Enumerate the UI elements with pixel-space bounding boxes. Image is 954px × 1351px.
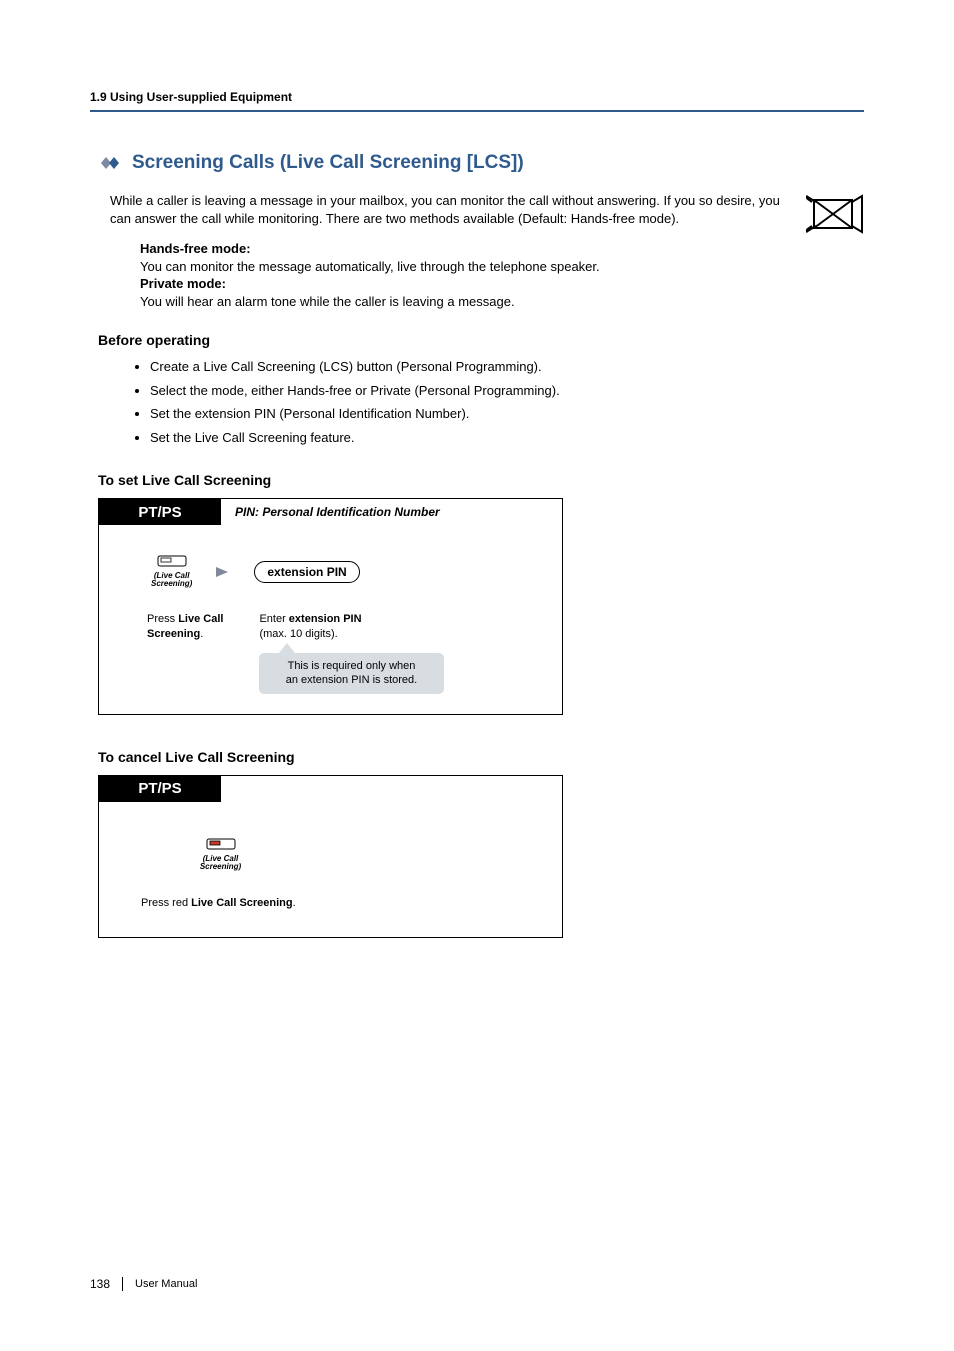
list-item: Create a Live Call Screening (LCS) butto… xyxy=(150,358,864,376)
intro-paragraph: While a caller is leaving a message in y… xyxy=(110,192,794,227)
hands-free-body: You can monitor the message automaticall… xyxy=(140,258,864,276)
before-list: Create a Live Call Screening (LCS) butto… xyxy=(150,358,864,446)
cancel-instruction: Press red Live Call Screening. xyxy=(141,897,552,909)
footer-label: User Manual xyxy=(135,1278,197,1290)
list-item: Set the extension PIN (Personal Identifi… xyxy=(150,405,864,423)
arrow-right-icon xyxy=(214,565,232,579)
voicemail-screening-icon xyxy=(806,192,864,236)
page-footer: 138 User Manual xyxy=(90,1277,197,1291)
hands-free-title: Hands-free mode: xyxy=(140,240,864,258)
set-flow-box: PT/PS PIN: Personal Identification Numbe… xyxy=(98,498,563,714)
list-item: Set the Live Call Screening feature. xyxy=(150,429,864,447)
pin-definition: PIN: Personal Identification Number xyxy=(221,499,562,525)
ptps-tab: PT/PS xyxy=(99,776,221,802)
before-heading: Before operating xyxy=(98,332,864,348)
step-enter-pin: Enter extension PIN(max. 10 digits). xyxy=(259,612,361,641)
page-title: Screening Calls (Live Call Screening [LC… xyxy=(132,152,524,174)
extension-pin-pill: extension PIN xyxy=(254,561,359,583)
section-header: 1.9 Using User-supplied Equipment xyxy=(90,90,864,104)
private-body: You will hear an alarm tone while the ca… xyxy=(140,293,864,311)
diamond-bullet-icon xyxy=(100,156,124,170)
footer-divider xyxy=(122,1277,123,1291)
cancel-flow-box: PT/PS (Live CallScreening) Press red Liv… xyxy=(98,775,563,938)
set-heading: To set Live Call Screening xyxy=(98,472,864,488)
list-item: Select the mode, either Hands-free or Pr… xyxy=(150,382,864,400)
page-number: 138 xyxy=(90,1277,110,1291)
modes-block: Hands-free mode: You can monitor the mes… xyxy=(140,240,864,310)
header-rule xyxy=(90,110,864,112)
pin-required-callout: This is required only whenan extension P… xyxy=(259,653,444,694)
lcs-button-icon: (Live CallScreening) xyxy=(200,838,241,871)
step-press-lcs: Press Live CallScreening. xyxy=(147,612,223,641)
cancel-heading: To cancel Live Call Screening xyxy=(98,749,864,765)
ptps-tab: PT/PS xyxy=(99,499,221,525)
lcs-button-icon: (Live CallScreening) xyxy=(151,555,192,588)
private-title: Private mode: xyxy=(140,275,864,293)
